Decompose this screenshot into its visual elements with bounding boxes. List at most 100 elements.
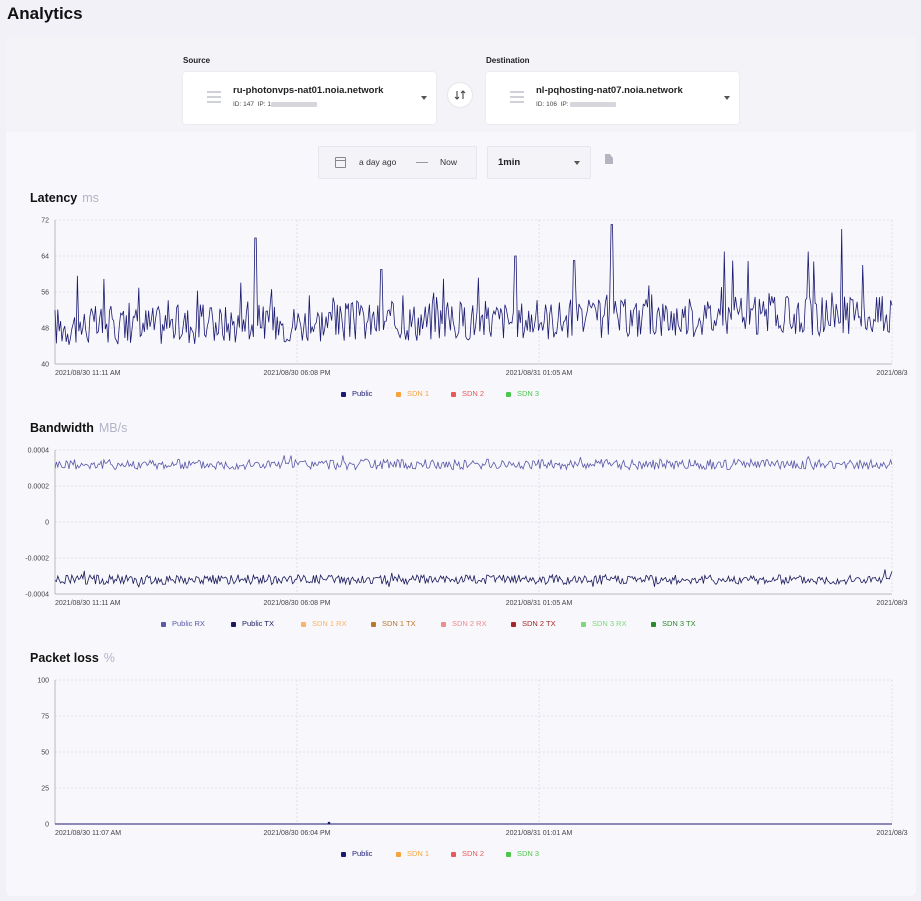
- legend-swatch: [506, 851, 511, 857]
- legend-swatch: [161, 621, 166, 627]
- swap-button[interactable]: [448, 83, 472, 107]
- analytics-panel: Source ru-photonvps-nat01.noia.network I…: [6, 36, 916, 896]
- legend-item[interactable]: SDN 2: [451, 849, 484, 858]
- x-tick-label: 2021/08/3: [876, 370, 907, 377]
- legend-label: SDN 1: [407, 849, 430, 858]
- legend-item[interactable]: SDN 1 TX: [371, 619, 416, 628]
- legend-item[interactable]: Public: [341, 389, 372, 398]
- destination-node-meta: ID: 106 IP:: [536, 101, 617, 108]
- legend-swatch: [396, 851, 401, 857]
- legend-label: SDN 3: [517, 849, 540, 858]
- legend-swatch: [341, 391, 346, 397]
- legend-label: SDN 3 RX: [592, 619, 627, 628]
- legend-item[interactable]: SDN 1: [396, 849, 429, 858]
- source-node-meta: ID: 147 IP: 1: [233, 101, 317, 108]
- x-tick-label: 2021/08/30 11:11 AM: [55, 600, 121, 607]
- y-tick-label: 64: [41, 254, 49, 261]
- calendar-icon: [335, 157, 346, 168]
- destination-label: Destination: [486, 56, 530, 65]
- chevron-down-icon: [421, 96, 427, 100]
- legend-label: SDN 1: [407, 389, 430, 398]
- x-tick-label: 2021/08/31 01:05 AM: [506, 600, 573, 607]
- packet-loss-legend: Public SDN 1 SDN 2 SDN 3: [6, 849, 916, 863]
- data-point: [327, 821, 331, 825]
- legend-item[interactable]: SDN 3 RX: [581, 619, 627, 628]
- legend-item[interactable]: SDN 3 TX: [651, 619, 696, 628]
- legend-swatch: [651, 621, 656, 627]
- legend-label: SDN 1 TX: [382, 619, 416, 628]
- packet-loss-chart: 100 75 50 25 0 2021/08/30 11:07 AM 2021/08/30 …: [37, 678, 907, 838]
- y-tick-label: 50: [41, 750, 49, 757]
- y-tick-label: 40: [41, 362, 49, 369]
- x-tick-label: 2021/08/30 06:04 PM: [264, 830, 331, 837]
- legend-item[interactable]: SDN 1: [396, 389, 429, 398]
- legend-swatch: [441, 621, 446, 627]
- bandwidth-chart: 0.0004 0.0002 0 -0.0002 -0.0004 2021/08/30 11…: [25, 448, 907, 608]
- latency-chart: 72 64 56 48 40 2021/08/30 11:11 AM 2021/08/30 …: [41, 218, 907, 378]
- legend-label: SDN 1 RX: [312, 619, 347, 628]
- source-label: Source: [183, 56, 211, 65]
- legend-item[interactable]: SDN 2 RX: [441, 619, 487, 628]
- legend-swatch: [231, 621, 236, 627]
- legend-swatch: [451, 391, 456, 397]
- y-tick-label: 72: [41, 218, 49, 225]
- chevron-down-icon: [574, 161, 580, 165]
- series-line: [54, 455, 893, 472]
- y-tick-label: 0: [45, 822, 49, 829]
- legend-label: Public: [352, 849, 373, 858]
- legend-label: SDN 2 TX: [522, 619, 556, 628]
- x-tick-label: 2021/08/30 06:08 PM: [264, 600, 331, 607]
- legend-label: SDN 2: [462, 389, 485, 398]
- y-tick-label: 48: [41, 326, 49, 333]
- legend-swatch: [506, 391, 511, 397]
- x-tick-label: 2021/08/30 06:08 PM: [264, 370, 331, 377]
- y-tick-label: 56: [41, 290, 49, 297]
- interval-select[interactable]: 1min: [487, 146, 591, 179]
- bandwidth-title: Bandwidth MB/s: [30, 421, 128, 435]
- bandwidth-legend: Public RX Public TX SDN 1 RX SDN 1 TX SDN 2 …: [6, 619, 916, 633]
- export-icon[interactable]: [605, 154, 613, 164]
- series-line: [54, 224, 893, 345]
- legend-item[interactable]: Public TX: [231, 619, 274, 628]
- x-tick-label: 2021/08/3: [876, 600, 907, 607]
- legend-swatch: [341, 851, 346, 857]
- legend-swatch: [581, 621, 586, 627]
- legend-label: SDN 2 RX: [452, 619, 487, 628]
- node-icon: [510, 91, 524, 105]
- chevron-down-icon: [724, 96, 730, 100]
- legend-item[interactable]: SDN 1 RX: [301, 619, 347, 628]
- interval-value: 1min: [498, 157, 521, 168]
- legend-label: SDN 2: [462, 849, 485, 858]
- source-node-name: ru-photonvps-nat01.noia.network: [233, 85, 384, 96]
- latency-legend: Public SDN 1 SDN 2 SDN 3: [6, 389, 916, 403]
- legend-item[interactable]: SDN 2: [451, 389, 484, 398]
- legend-item[interactable]: SDN 3: [506, 389, 539, 398]
- range-separator: [416, 162, 428, 163]
- x-tick-label: 2021/08/3: [876, 830, 907, 837]
- legend-swatch: [511, 621, 516, 627]
- time-range-to: Now: [440, 157, 458, 167]
- node-icon: [207, 91, 221, 105]
- y-tick-label: 75: [41, 714, 49, 721]
- y-tick-label: 0.0004: [28, 448, 50, 455]
- source-select[interactable]: ru-photonvps-nat01.noia.network ID: 147 …: [183, 72, 436, 124]
- destination-select[interactable]: nl-pqhosting-nat07.noia.network ID: 106 …: [486, 72, 739, 124]
- legend-label: SDN 3: [517, 389, 540, 398]
- legend-item[interactable]: Public: [341, 849, 372, 858]
- swap-arrows-icon: [454, 90, 466, 100]
- legend-item[interactable]: SDN 3: [506, 849, 539, 858]
- x-tick-label: 2021/08/31 01:05 AM: [506, 370, 573, 377]
- legend-swatch: [451, 851, 456, 857]
- destination-node-name: nl-pqhosting-nat07.noia.network: [536, 85, 683, 96]
- legend-item[interactable]: Public RX: [161, 619, 205, 628]
- x-tick-label: 2021/08/31 01:01 AM: [506, 830, 573, 837]
- y-tick-label: 0: [45, 520, 49, 527]
- y-tick-label: -0.0004: [25, 592, 49, 599]
- time-range-picker[interactable]: a day ago Now: [318, 146, 477, 179]
- x-tick-label: 2021/08/30 11:07 AM: [55, 830, 121, 837]
- legend-label: Public RX: [172, 619, 205, 628]
- y-tick-label: 0.0002: [28, 484, 50, 491]
- legend-item[interactable]: SDN 2 TX: [511, 619, 556, 628]
- page-title: Analytics: [7, 4, 83, 23]
- y-tick-label: 100: [37, 678, 49, 685]
